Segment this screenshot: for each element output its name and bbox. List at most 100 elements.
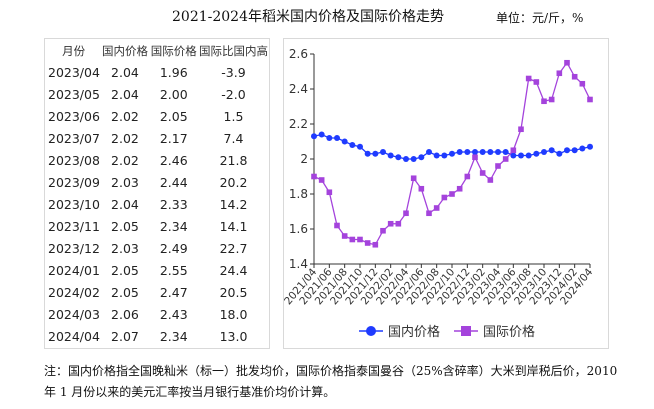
cell-domestic-price: 2.02 (111, 152, 139, 168)
cell-month: 2023/04 (48, 64, 100, 80)
data-point (525, 75, 532, 82)
data-point (357, 143, 363, 150)
data-point (426, 210, 432, 217)
cell-international-price: 2.44 (159, 174, 188, 190)
legend-square-icon (461, 326, 471, 336)
data-point (395, 220, 402, 227)
cell-international-price: 2.17 (159, 130, 188, 146)
data-point (487, 177, 494, 183)
data-point (326, 189, 333, 196)
unit-label: 单位：元/斤，% (496, 11, 584, 25)
cell-diff-percent: 18.0 (219, 306, 248, 322)
cell-domestic-price: 2.04 (111, 196, 139, 212)
data-point (380, 149, 386, 155)
data-point (556, 70, 563, 77)
cell-month: 2023/11 (48, 218, 100, 234)
y-tick-label: 1.6 (289, 222, 308, 236)
price-table: 月份 国内价格 国际价格 国际比国内高 2023/04 2.04 1.96 -3.9 2… (44, 38, 270, 349)
data-point (403, 156, 409, 162)
data-point (472, 149, 478, 155)
data-point (502, 156, 509, 162)
data-point (441, 152, 448, 159)
data-point (541, 98, 547, 105)
data-point (456, 185, 463, 192)
data-point (464, 149, 471, 155)
table-row: 2024/01 2.05 2.55 24.4 (47, 259, 269, 281)
y-tick-label: 2 (300, 152, 308, 166)
data-point (418, 154, 425, 161)
data-point (518, 152, 524, 159)
legend-label: 国际价格 (483, 324, 535, 340)
data-point (418, 185, 425, 192)
cell-international-price: 2.33 (159, 196, 188, 212)
data-point (441, 194, 448, 201)
cell-diff-percent: 7.4 (223, 130, 244, 146)
table-row: 2023/10 2.04 2.33 14.2 (47, 193, 269, 215)
cell-domestic-price: 2.02 (111, 130, 139, 146)
table-row: 2023/06 2.02 2.05 1.5 (47, 105, 269, 127)
y-tick-label: 2.2 (289, 117, 308, 131)
cell-domestic-price: 2.03 (111, 174, 139, 190)
table-row: 2024/04 2.07 2.34 13.0 (47, 325, 269, 347)
data-point (334, 222, 340, 229)
table-row: 2023/07 2.02 2.17 7.4 (47, 127, 269, 149)
table-row: 2023/08 2.02 2.46 21.8 (47, 149, 269, 171)
cell-month: 2023/09 (48, 174, 100, 190)
data-point (510, 152, 517, 159)
data-point (571, 147, 578, 154)
table-row: 2023/11 2.05 2.34 14.1 (47, 215, 269, 237)
data-point (579, 80, 586, 87)
y-tick-label: 1.8 (289, 187, 308, 201)
data-point (587, 143, 593, 150)
cell-international-price: 2.05 (159, 108, 188, 124)
data-point (548, 96, 555, 103)
data-point (410, 156, 417, 162)
data-point (449, 191, 455, 197)
cell-domestic-price: 2.04 (111, 86, 139, 102)
header-diff: 国际比国内高 (198, 44, 268, 58)
data-point (548, 147, 555, 154)
data-point (433, 152, 440, 159)
data-point (502, 149, 509, 155)
data-point (403, 210, 409, 217)
cell-domestic-price: 2.05 (111, 218, 139, 234)
cell-diff-percent: 13.0 (219, 328, 248, 344)
cell-diff-percent: -3.9 (221, 64, 246, 80)
cell-diff-percent: 20.2 (219, 174, 248, 190)
data-point (541, 149, 547, 155)
data-point (318, 177, 325, 183)
data-point (472, 154, 478, 161)
cell-month: 2023/06 (48, 108, 100, 124)
data-point (556, 150, 563, 157)
cell-international-price: 2.46 (159, 152, 188, 168)
cell-month: 2023/08 (48, 152, 100, 168)
cell-diff-percent: 24.4 (219, 262, 248, 278)
data-point (341, 233, 348, 239)
data-point (372, 150, 379, 157)
data-point (395, 154, 402, 161)
cell-international-price: 2.00 (159, 86, 188, 102)
cell-diff-percent: 20.5 (219, 284, 248, 300)
table-row: 2024/02 2.05 2.47 20.5 (47, 281, 269, 303)
data-point (564, 59, 570, 66)
cell-international-price: 2.43 (159, 306, 188, 322)
cell-month: 2024/04 (48, 328, 100, 344)
cell-domestic-price: 2.05 (111, 262, 139, 278)
data-point (426, 149, 432, 155)
cell-international-price: 2.34 (159, 328, 188, 344)
data-point (372, 241, 379, 248)
series-international (311, 59, 593, 248)
data-point (387, 220, 394, 227)
cell-international-price: 2.55 (159, 262, 188, 278)
data-point (533, 150, 540, 157)
cell-diff-percent: 1.5 (223, 108, 244, 124)
header-month: 月份 (62, 44, 86, 58)
data-point (311, 133, 317, 140)
data-point (456, 149, 463, 155)
cell-month: 2023/10 (48, 196, 100, 212)
cell-diff-percent: 21.8 (219, 152, 248, 168)
cell-international-price: 2.49 (159, 240, 188, 256)
line-chart: 1.41.61.822.22.42.62021/042021/062021/08… (284, 47, 596, 340)
data-point (387, 152, 394, 159)
data-point (341, 138, 348, 145)
